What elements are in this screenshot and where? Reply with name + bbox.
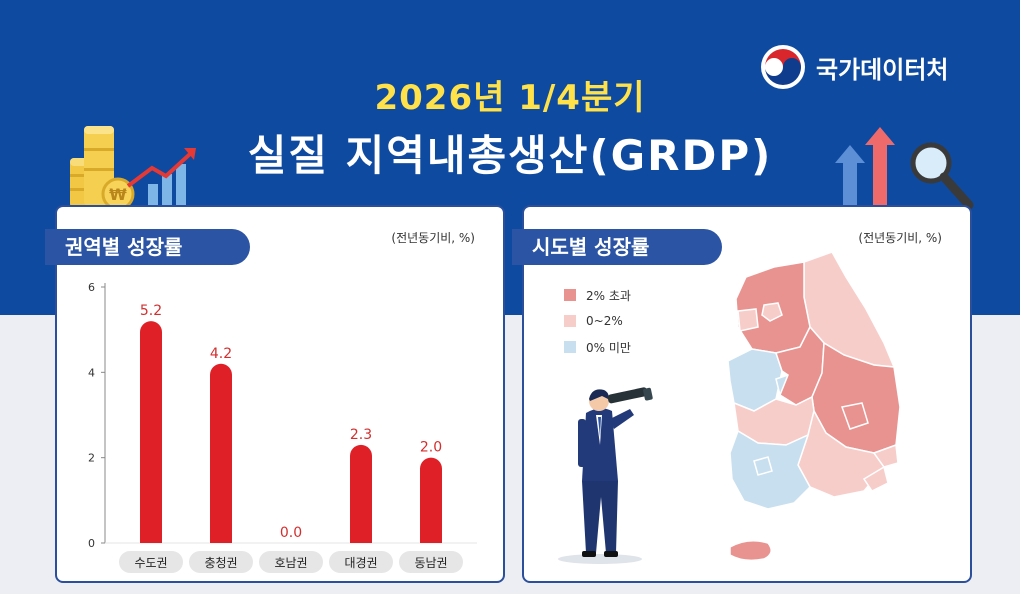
legend-label-over-2: 2% 초과 [586, 288, 631, 303]
bar-value-label: 2.0 [420, 440, 442, 456]
category-label: 대경권 [344, 556, 377, 570]
province-growth-panel: 시도별 성장률 (전년동기비, %) 2% 초과 0~2% 0% 미만 [512, 205, 972, 583]
map-region-daegu [840, 402, 869, 430]
regional-growth-bar-chart: 0 2 4 6 5.2 수도권 4.2 충청권 0.0 호남권 2.3 대경권 2.0 동남권 [88, 281, 477, 573]
regional-growth-panel: 권역별 성장률 (전년동기비, %) 0 2 4 6 5.2 수도권 4.2 충청권 0.0 호남… [45, 205, 505, 583]
map-region-jeju [729, 540, 772, 562]
legend-swatch-0-to-2 [564, 315, 576, 327]
map-region-seoul [761, 302, 783, 322]
map-legend: 2% 초과 0~2% 0% 미만 [564, 282, 631, 360]
y-tick-label: 4 [88, 366, 95, 379]
category-pill [399, 551, 463, 573]
legend-label-under-0: 0% 미만 [586, 340, 631, 355]
map-region-ulsan [872, 443, 899, 468]
legend-item-under-0: 0% 미만 [564, 334, 631, 360]
legend-swatch-under-0 [564, 341, 576, 353]
regional-growth-unit: (전년동기비, %) [391, 231, 475, 245]
y-tick-label: 6 [88, 281, 95, 294]
coins-growth-illustration-icon: ₩ [70, 126, 196, 211]
korea-province-map [727, 251, 901, 562]
y-tick-label: 0 [88, 537, 95, 550]
bar-value-label: 2.3 [350, 427, 372, 443]
bar-value-label: 0.0 [280, 525, 302, 541]
map-region-incheon [737, 308, 759, 332]
map-region-gwangju [753, 456, 773, 476]
svg-text:₩: ₩ [109, 185, 127, 204]
legend-label-0-to-2: 0~2% [586, 314, 623, 328]
arrows-magnifier-illustration-icon [835, 127, 974, 213]
category-pill [119, 551, 183, 573]
bar-value-label: 4.2 [210, 346, 232, 362]
businessman-telescope-illustration-icon [558, 387, 653, 564]
regional-growth-tag: 권역별 성장률 [45, 229, 250, 265]
brand: 국가데이터처 [760, 44, 948, 90]
y-tick-label: 2 [88, 452, 95, 465]
map-region-busan [862, 465, 889, 492]
province-growth-tag: 시도별 성장률 [512, 229, 722, 265]
category-pill [259, 551, 323, 573]
category-label: 수도권 [134, 556, 167, 570]
category-label: 충청권 [204, 556, 237, 570]
legend-swatch-over-2 [564, 289, 576, 301]
category-label: 동남권 [414, 556, 447, 570]
brand-name: 국가데이터처 [816, 55, 949, 84]
province-growth-unit: (전년동기비, %) [858, 231, 942, 245]
legend-item-0-to-2: 0~2% [564, 308, 631, 334]
bar-value-label: 5.2 [140, 303, 162, 319]
brand-logo-icon [761, 45, 805, 89]
bar [420, 457, 442, 543]
category-label: 호남권 [274, 556, 307, 570]
bar [140, 321, 162, 543]
title-period: 2026년 1/4분기 [374, 78, 646, 118]
category-pill [189, 551, 253, 573]
bar [210, 363, 232, 543]
category-pill [329, 551, 393, 573]
legend-item-over-2: 2% 초과 [564, 282, 631, 308]
bar [350, 444, 372, 543]
page-title: 실질 지역내총생산(GRDP) [247, 131, 773, 180]
